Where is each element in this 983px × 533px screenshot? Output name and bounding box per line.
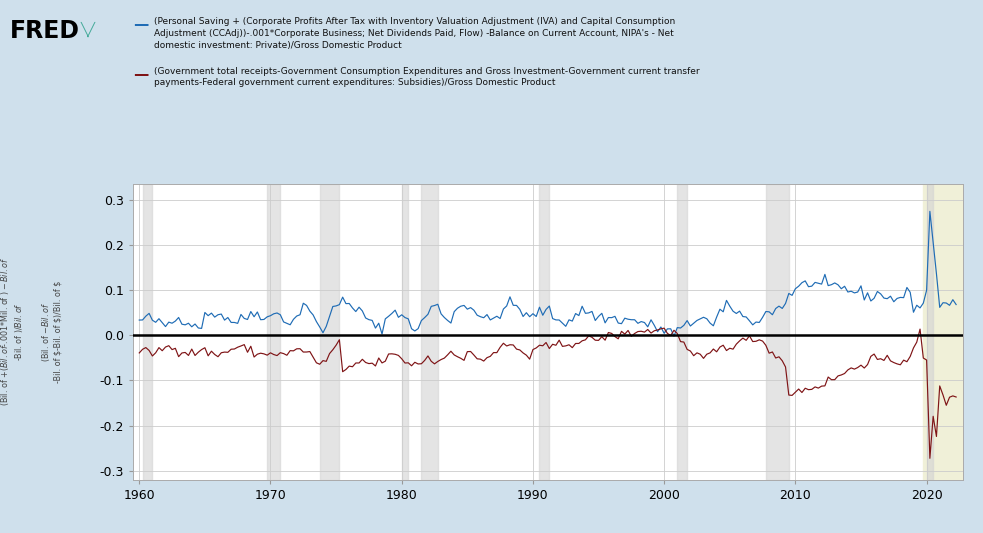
Text: FRED: FRED [10, 19, 80, 43]
Bar [319, 184, 339, 480]
Bar [422, 184, 437, 480]
Text: ╲╱: ╲╱ [81, 21, 95, 36]
Bar [143, 184, 152, 480]
Text: —: — [133, 17, 148, 32]
Bar [267, 184, 280, 480]
Bar [540, 184, 549, 480]
Bar [402, 184, 408, 480]
Text: (Bil. of $-Bil. of $
-Bil. of $-Bil. of $)/Bil. of $: (Bil. of $-Bil. of $ -Bil. of $-Bil. of … [40, 281, 62, 383]
Bar [923, 184, 963, 480]
Text: —: — [133, 67, 148, 82]
Bar [677, 184, 687, 480]
Bar [927, 184, 933, 480]
Text: (Government total receipts-Government Consumption Expenditures and Gross Investm: (Government total receipts-Government Co… [154, 67, 700, 87]
Text: (Personal Saving + (Corporate Profits After Tax with Inventory Valuation Adjustm: (Personal Saving + (Corporate Profits Af… [154, 17, 675, 50]
Text: (Bil. of $+ (Bil. of $-.001*Mil. of $) -Bil. of $
-Bil. of $)/Bil. of $: (Bil. of $+ (Bil. of $-.001*Mil. of $) -… [0, 257, 25, 406]
Bar [766, 184, 788, 480]
